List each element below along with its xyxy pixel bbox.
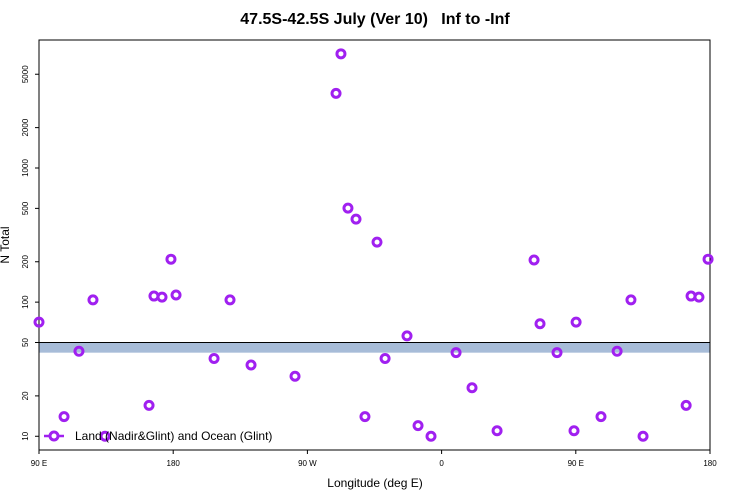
point: [342, 202, 354, 214]
y-tick-label: 100: [21, 295, 30, 309]
point: [625, 294, 637, 306]
point: [143, 399, 155, 411]
y-tick-label: 200: [21, 255, 30, 269]
point: [33, 316, 45, 328]
point: [99, 430, 111, 442]
x-tick-label: 180: [167, 459, 181, 468]
y-tick-label: 500: [21, 201, 30, 215]
point: [245, 359, 257, 371]
point: [680, 399, 692, 411]
point: [551, 347, 563, 359]
point: [371, 236, 383, 248]
point: [335, 48, 347, 60]
point: [412, 420, 424, 432]
point: [156, 291, 168, 303]
point: [58, 411, 70, 423]
point: [73, 345, 85, 357]
point: [702, 253, 714, 265]
x-tick-label: 180: [703, 459, 717, 468]
y-tick-label: 20: [21, 391, 30, 400]
point: [165, 253, 177, 265]
x-tick-label: 90 E: [31, 459, 47, 468]
point: [224, 294, 236, 306]
point: [450, 347, 462, 359]
x-axis-label: Longitude (deg E): [327, 476, 422, 490]
point: [611, 345, 623, 357]
x-tick-label: 0: [439, 459, 444, 468]
y-tick-label: 1000: [21, 159, 30, 177]
x-tick-label: 90 W: [298, 459, 317, 468]
point: [330, 87, 342, 99]
legend-marker: [48, 430, 60, 442]
point: [568, 425, 580, 437]
legend-label: Land (Nadir&Glint) and Ocean (Glint): [75, 429, 272, 443]
point: [466, 382, 478, 394]
point: [528, 254, 540, 266]
band: [39, 342, 710, 353]
x-tick-label: 90 E: [568, 459, 584, 468]
point: [595, 411, 607, 423]
point: [87, 294, 99, 306]
y-axis-label: N Total: [0, 226, 12, 263]
y-tick-label: 50: [21, 338, 30, 347]
point: [693, 291, 705, 303]
y-tick-label: 5000: [21, 65, 30, 83]
y-tick-label: 10: [21, 431, 30, 440]
point: [289, 370, 301, 382]
point: [534, 318, 546, 330]
point: [637, 430, 649, 442]
point: [359, 411, 371, 423]
plot-frame: [38, 39, 711, 451]
point: [401, 330, 413, 342]
point: [350, 213, 362, 225]
point: [570, 316, 582, 328]
point: [170, 289, 182, 301]
point: [491, 425, 503, 437]
chart-title: 47.5S-42.5S July (Ver 10) Inf to -Inf: [240, 11, 510, 28]
point: [208, 352, 220, 364]
point: [379, 352, 391, 364]
point: [425, 430, 437, 442]
y-tick-label: 2000: [21, 118, 30, 136]
